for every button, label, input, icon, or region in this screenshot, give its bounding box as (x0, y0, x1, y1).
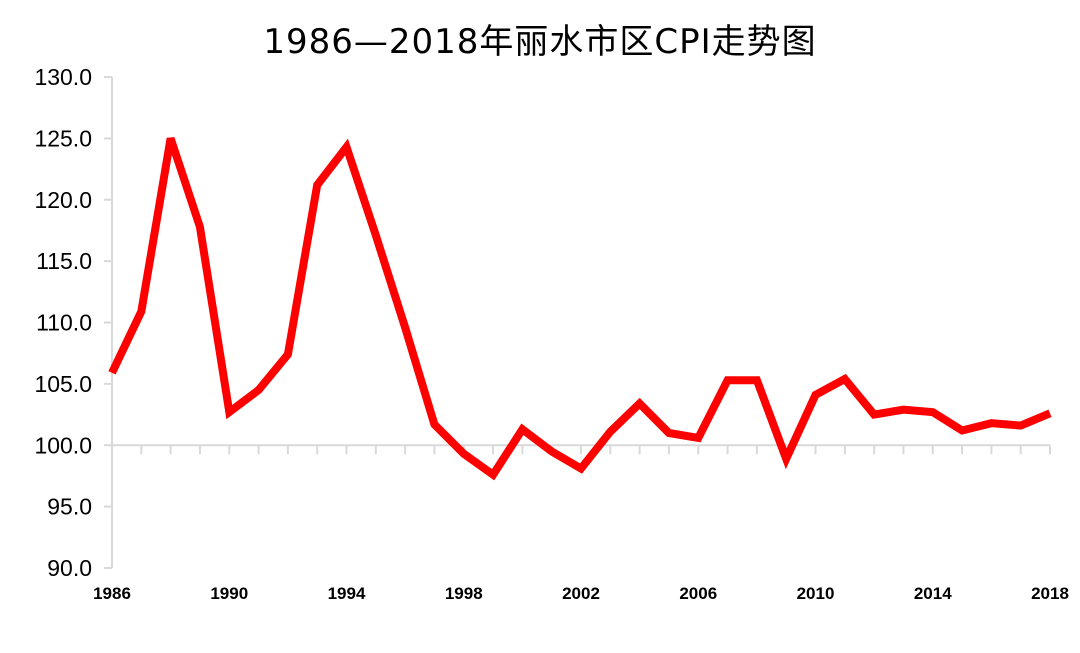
y-tick-label: 130.0 (34, 64, 92, 90)
x-tick-label: 2010 (797, 584, 835, 603)
y-tick-label: 120.0 (34, 187, 92, 213)
x-tick-label: 1994 (328, 584, 366, 603)
x-tick-label: 2014 (914, 584, 952, 603)
series-group (108, 137, 1052, 481)
x-axis-ticks: 1986 1990 1994 1998 2002 2006 2010 2014 2018 (93, 445, 1069, 603)
y-tick-label: 90.0 (47, 555, 92, 581)
chart-title: 1986—2018年丽水市区CPI走势图 (263, 22, 817, 62)
x-tick-label: 2018 (1031, 584, 1069, 603)
y-tick-label: 125.0 (34, 125, 92, 151)
x-tick-label: 1998 (445, 584, 483, 603)
y-tick-label: 115.0 (36, 248, 92, 274)
x-tick-label: 2002 (562, 584, 600, 603)
series-line (108, 137, 1052, 481)
y-tick-label: 100.0 (34, 432, 92, 458)
x-tick-label: 1990 (210, 584, 248, 603)
x-tick-label: 2006 (679, 584, 717, 603)
chart-axes (111, 77, 1050, 568)
y-tick-label: 110.0 (36, 310, 92, 336)
y-tick-label: 105.0 (34, 371, 92, 397)
y-tick-label: 95.0 (47, 494, 92, 520)
y-axis-ticks: 90.0 95.0 100.0 105.0 110.0 115.0 120.0 125.0 13… (34, 64, 112, 581)
x-tick-label: 1986 (93, 584, 131, 603)
